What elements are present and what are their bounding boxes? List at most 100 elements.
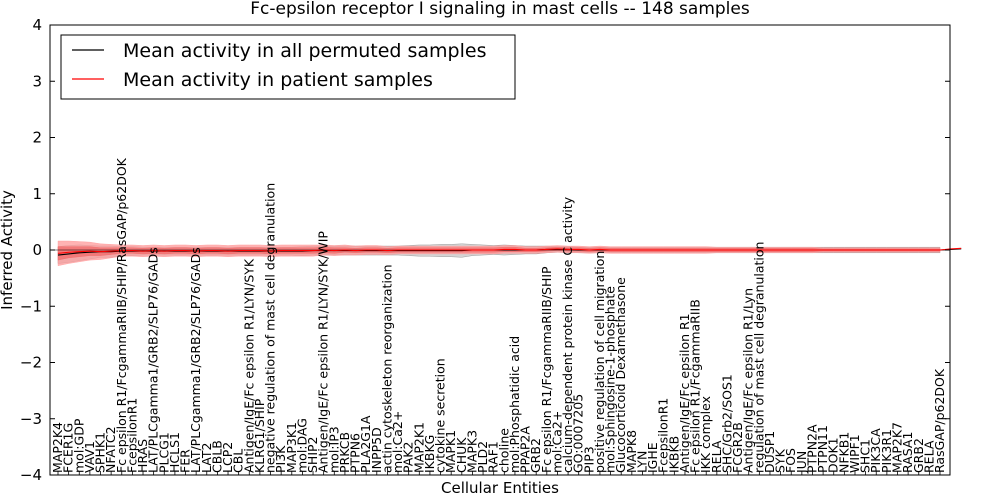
y-tick-label: 1	[32, 185, 42, 203]
y-tick-label: −4	[20, 466, 42, 484]
x-tick-label: VAV1	[82, 441, 97, 473]
x-tick-label: mol:Phosphatidic acid	[507, 336, 522, 473]
x-tick-label: calcium-dependent protein kinase C activ…	[560, 196, 575, 473]
x-tick-label: SHC/Grb2/SOS1	[719, 374, 734, 473]
x-tick-label: FcepsilonR1	[124, 398, 139, 473]
x-tick-label: SYK	[773, 448, 788, 473]
x-tick-label: mol:Ca2+	[549, 411, 564, 473]
y-axis-ticks: 4 3 2 1 0 −1 −2 −3 −4	[20, 16, 950, 484]
x-tick-label: PIK3CA	[868, 428, 883, 473]
x-tick-label: RELA	[709, 440, 724, 473]
x-tick-label: WIPF1	[847, 434, 862, 473]
x-tick-label: regulation of mast cell degranulation	[751, 242, 766, 473]
x-tick-label: RASA1	[900, 432, 915, 473]
x-tick-label: RELA	[921, 440, 936, 473]
x-tick-label: IKK complex	[698, 396, 713, 473]
x-tick-label: PTPN11	[815, 425, 830, 473]
x-axis-label: Cellular Entities	[441, 479, 559, 497]
x-tick-label: MAPK3	[464, 430, 479, 473]
x-tick-label: actin cytoskeleton reorganization	[379, 264, 394, 473]
x-tick-label: INPP5D	[369, 427, 384, 473]
x-tick-label: PIP3	[581, 446, 596, 473]
y-tick-label: 3	[32, 72, 42, 90]
band-patient-outer-spread	[57, 240, 941, 266]
x-tick-label: LAT2	[199, 443, 214, 473]
x-tick-label: Antigen/IgE/Fc epsilon R1/LYN/SYK/WIP	[316, 231, 331, 473]
x-tick-label: PRKCB	[337, 432, 352, 473]
x-tick-label: RasGAP/p62DOK	[932, 368, 947, 473]
x-tick-label: PLA2G1A	[358, 415, 373, 473]
x-tick-label: positive regulation of cell migration	[592, 251, 607, 473]
x-tick-label: PLCG1	[156, 432, 171, 473]
x-tick-label: CBL	[231, 449, 246, 473]
legend: Mean activity in all permuted samples Me…	[60, 34, 516, 100]
x-tick-label: mol:Ca2+	[390, 411, 405, 473]
x-tick-label: mol:DAG	[294, 418, 309, 473]
x-tick-label: PIK3R1	[879, 429, 894, 473]
x-tick-label: RAF1	[486, 441, 501, 473]
x-tick-label: SHIP2	[305, 436, 320, 473]
x-tick-label: negative regulation of mast cell degranu…	[263, 183, 278, 473]
x-tick-label: FER	[178, 449, 193, 473]
series-line-patient	[57, 247, 962, 254]
x-tick-label: mol:IP3	[326, 426, 341, 473]
x-tick-label: CHUK	[454, 437, 469, 473]
y-axis-label: Inferred Activity	[0, 190, 16, 310]
x-tick-label: Fc epsilon R1/FcgammaRIIB/SHIP	[539, 266, 554, 473]
x-tick-label: FcepsilonR1	[656, 398, 671, 473]
x-tick-label: MAPK1	[443, 430, 458, 473]
x-tick-label: DUSP1	[762, 431, 777, 473]
x-tick-label: HCLS1	[167, 432, 182, 473]
x-tick-label: DOK1	[826, 437, 841, 473]
x-tick-label: SHC1	[858, 439, 873, 473]
legend-box	[60, 34, 516, 100]
y-tick-label: −3	[20, 410, 42, 428]
x-tick-label: MAP2K4	[50, 422, 65, 473]
x-tick-label: MAPK8	[624, 430, 639, 473]
x-tick-label: Antigen/IgE/Fc epsilon R1/LYN/SYK	[241, 258, 256, 473]
x-tick-label: Fc epsilon R1/FcgammaRIIB	[688, 299, 703, 473]
x-tick-label: PTPN2A	[804, 424, 819, 473]
x-tick-label: KLRG1/SHIP	[252, 398, 267, 473]
x-tick-label: cytokine secretion	[433, 358, 448, 473]
x-tick-label: Antigen/IgE/Fc epsilon R1/Lyn	[741, 288, 756, 473]
x-tick-label: PPAP2A	[518, 426, 533, 473]
x-tick-label: LCP2	[220, 442, 235, 473]
y-tick-label: 4	[32, 16, 42, 34]
x-tick-label: GRB2	[528, 438, 543, 473]
x-tick-label: mol:Sphingosine-1-phosphate	[603, 286, 618, 473]
lines-layer	[57, 247, 962, 256]
x-tick-label: HRAS	[135, 439, 150, 473]
x-tick-label: CBLB	[209, 440, 224, 473]
x-tick-label: Fc epsilon R1/FcgammaRIIB/SHIP/RasGAP/p6…	[114, 157, 129, 473]
y-tick-label: 2	[32, 129, 42, 147]
x-tick-label: Antigen/IgE/Fc epsilon R1	[677, 313, 692, 473]
x-tick-label: GRB2	[911, 438, 926, 473]
x-tick-label: PLD2	[475, 441, 490, 473]
x-tick-label: MAP3K1	[284, 422, 299, 473]
x-tick-label: IGHE	[645, 442, 660, 473]
x-tick-label: PI3K	[273, 445, 288, 473]
x-tick-label: mol:GDP	[71, 418, 86, 473]
x-tick-label: LYN	[634, 451, 649, 473]
x-tick-label: FOS	[783, 448, 798, 473]
x-tick-label: PAK2	[401, 442, 416, 473]
x-tick-label: GO:0007205	[571, 394, 586, 473]
x-tick-label: choline	[496, 428, 511, 473]
legend-entry-patient: Mean activity in patient samples	[123, 69, 433, 91]
legend-entry-permuted: Mean activity in all permuted samples	[123, 40, 486, 62]
x-tick-label: LAT/PLCgamma1/GRB2/SLP76/GADs	[146, 247, 161, 473]
x-tick-label: SPHK1	[93, 432, 108, 473]
x-tick-label: JUN	[794, 451, 809, 474]
x-tick-label: NFATC2	[103, 426, 118, 473]
y-tick-label: 0	[32, 241, 42, 259]
chart-title: Fc-epsilon receptor I signaling in mast …	[250, 0, 750, 19]
y-tick-label: −1	[20, 297, 42, 315]
x-tick-label: LAT/PLCgamma1/GRB2/SLP76/GADs	[188, 247, 203, 473]
x-tick-label: FCER1G	[61, 423, 76, 473]
y-tick-label: −2	[20, 354, 42, 372]
x-tick-label: IKBKG	[422, 435, 437, 473]
x-tick-label: IKBKB	[666, 436, 681, 473]
